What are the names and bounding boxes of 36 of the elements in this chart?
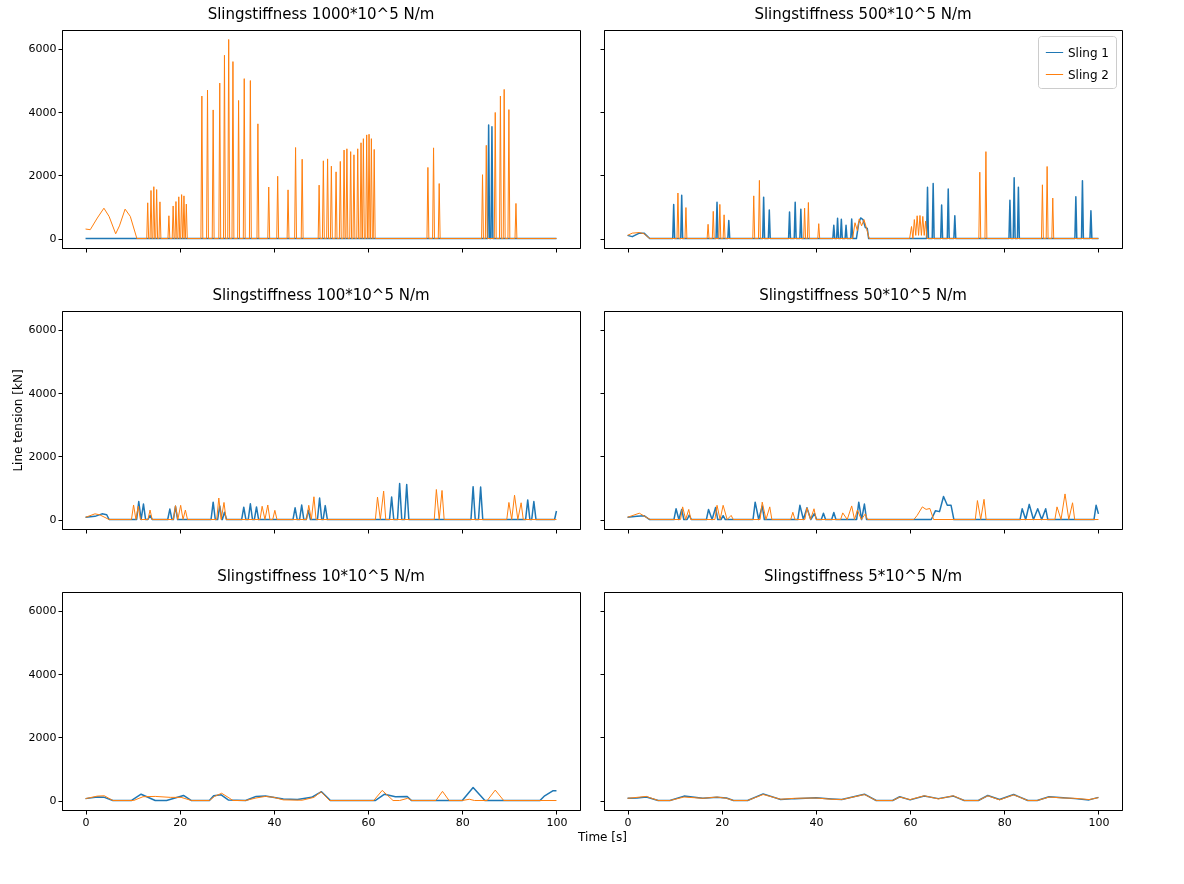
x-tick-label: 40 <box>809 815 824 829</box>
x-tick-label: 60 <box>361 815 376 829</box>
y-tick-label: 4000 <box>28 386 57 400</box>
y-tick-label: 2000 <box>28 449 57 463</box>
y-tick-label: 6000 <box>28 42 57 56</box>
y-tick-label: 4000 <box>28 667 57 681</box>
x-tick-label: 80 <box>455 815 470 829</box>
x-tick-label: 20 <box>715 815 730 829</box>
chart-title: Slingstiffness 100*10^5 N/m <box>212 286 430 304</box>
y-axis-title: Line tension [kN] <box>10 369 25 472</box>
x-tick-label: 20 <box>173 815 188 829</box>
y-tick-label: 4000 <box>28 105 57 119</box>
chart-title: Slingstiffness 50*10^5 N/m <box>759 286 967 304</box>
chart-title: Slingstiffness 500*10^5 N/m <box>754 5 972 23</box>
legend-label: Sling 1 <box>1068 45 1109 60</box>
x-tick-label: 0 <box>624 815 632 829</box>
x-tick-label: 100 <box>1088 815 1110 829</box>
y-tick-label: 0 <box>49 232 57 246</box>
y-tick-label: 2000 <box>28 730 57 744</box>
y-tick-label: 0 <box>49 513 57 527</box>
legend-label: Sling 2 <box>1068 67 1109 82</box>
y-tick-label: 0 <box>49 794 57 808</box>
chart-title: Slingstiffness 10*10^5 N/m <box>217 567 425 585</box>
x-axis-title: Time [s] <box>577 829 627 844</box>
y-tick-label: 2000 <box>28 168 57 182</box>
y-tick-label: 6000 <box>28 604 57 618</box>
x-tick-label: 80 <box>997 815 1012 829</box>
chart-title: Slingstiffness 1000*10^5 N/m <box>207 5 435 23</box>
x-tick-label: 0 <box>82 815 90 829</box>
x-tick-label: 40 <box>267 815 282 829</box>
y-tick-label: 6000 <box>28 323 57 337</box>
chart-title: Slingstiffness 5*10^5 N/m <box>763 567 963 585</box>
x-tick-label: 60 <box>903 815 918 829</box>
x-tick-label: 100 <box>546 815 568 829</box>
line-series <box>85 489 557 521</box>
line-series <box>85 38 557 240</box>
